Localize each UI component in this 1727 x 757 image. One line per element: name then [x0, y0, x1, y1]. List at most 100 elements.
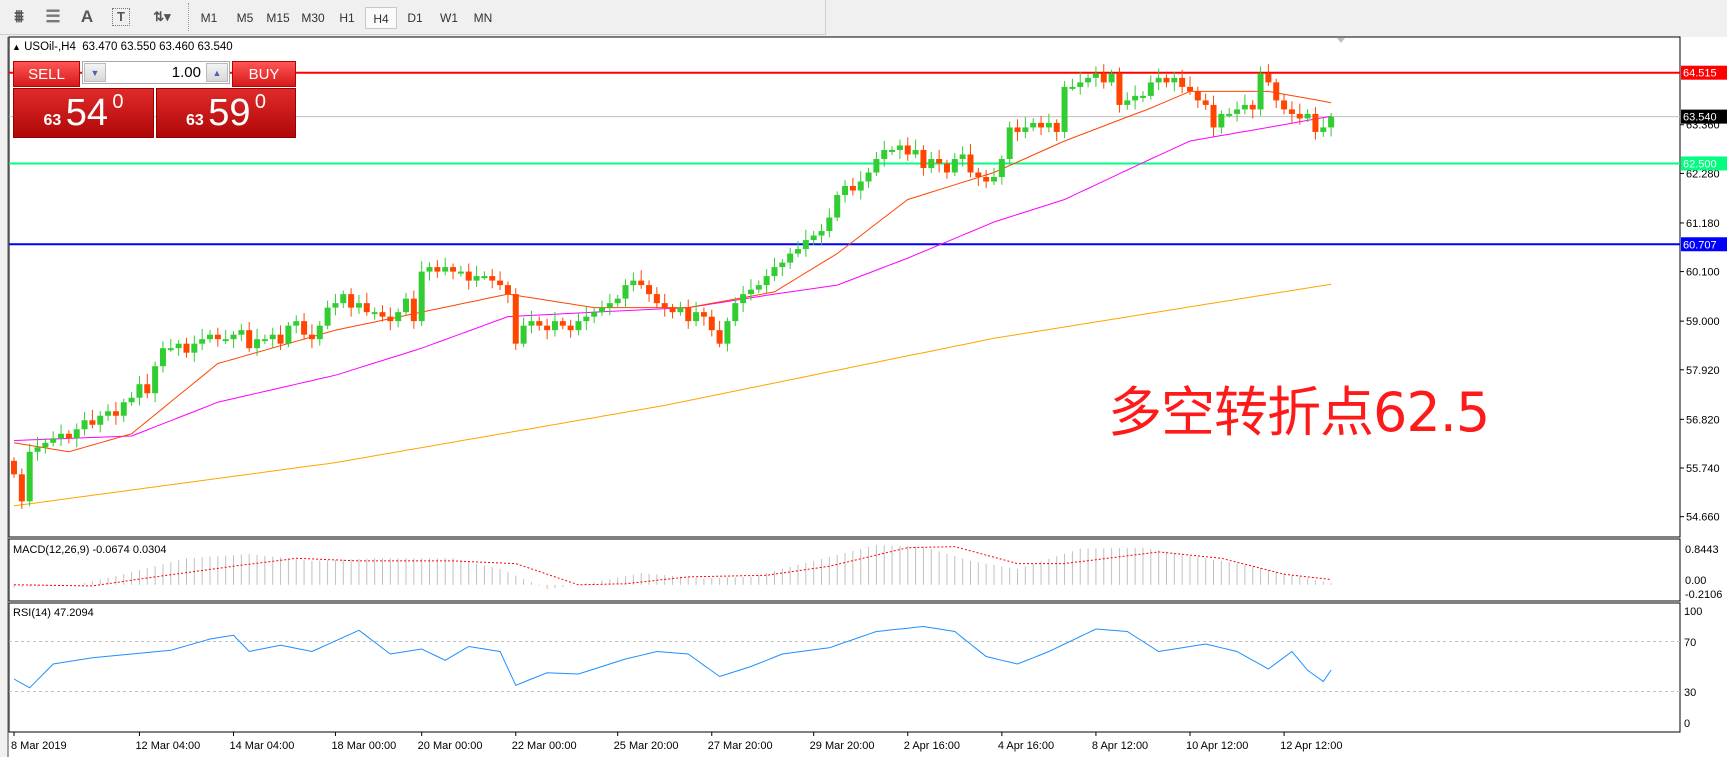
lot-size-stepper[interactable]: ▼ 1.00 ▲ [82, 61, 230, 84]
candle [497, 271, 504, 291]
candle [795, 240, 801, 258]
text-label-icon[interactable]: A [80, 7, 94, 26]
candle-body [1132, 95, 1139, 101]
time-tick-label: 4 Apr 16:00 [998, 740, 1054, 752]
timeframe-h1-button[interactable]: H1 [339, 11, 355, 25]
candle [614, 295, 621, 309]
sell-price-button[interactable]: 63 54 0 [13, 88, 154, 138]
timeframe-m15-button[interactable]: M15 [266, 11, 290, 25]
buy-button[interactable]: BUY [232, 61, 296, 87]
candle-body [355, 303, 362, 308]
candle [504, 281, 511, 304]
candle [559, 317, 566, 330]
high-value: 63.550 [120, 41, 156, 53]
candle-body [81, 420, 88, 430]
timeframe-d1-button[interactable]: D1 [407, 11, 423, 25]
time-tick-label: 8 Mar 2019 [11, 740, 67, 752]
timeframe-m30-button[interactable]: M30 [301, 11, 325, 25]
candle-body [363, 303, 370, 313]
fibonacci-expansion-icon[interactable]: ⩩ [14, 7, 24, 26]
candle [1085, 73, 1092, 88]
lot-size-input[interactable]: 1.00 [171, 64, 201, 81]
candle-body [1312, 113, 1319, 132]
candle-body [865, 172, 872, 182]
horizontal-line-price-label: 64.515 [1683, 68, 1717, 80]
candle-body [340, 294, 347, 304]
candle [238, 324, 245, 341]
candle-body [755, 285, 762, 290]
candle-body [536, 321, 543, 326]
sell-button[interactable]: SELL [13, 61, 80, 87]
candle-body [896, 145, 903, 150]
candle [1257, 66, 1264, 116]
candle [457, 265, 464, 277]
close-value: 63.540 [197, 41, 233, 53]
time-tick-label: 2 Apr 16:00 [904, 740, 960, 752]
candle [1281, 94, 1288, 115]
candle-body [1100, 73, 1107, 83]
candle [371, 307, 378, 320]
price-tick-label: 60.100 [1686, 267, 1720, 279]
sell-price-main: 54 [65, 92, 108, 134]
candle-body [238, 330, 245, 335]
candle [316, 320, 323, 346]
candle [73, 423, 80, 448]
candle [732, 297, 739, 327]
price-tick-label: 54.660 [1686, 512, 1720, 524]
candle-body [269, 334, 276, 340]
candle-body [159, 348, 166, 367]
candle [747, 279, 754, 301]
candle-body [512, 294, 519, 344]
candle [630, 272, 637, 292]
price-tick-label: 61.180 [1686, 218, 1720, 230]
candle [1069, 78, 1076, 91]
candle-body [167, 348, 174, 351]
candle [465, 263, 472, 290]
lot-increase-icon[interactable]: ▲ [206, 63, 228, 82]
candle [340, 290, 347, 309]
candle [473, 265, 480, 287]
candle [128, 391, 135, 406]
candle [434, 260, 441, 278]
collapse-triangle-icon[interactable]: ▲ [12, 42, 21, 52]
arrows-dropdown-icon[interactable]: ⇅▾ [153, 9, 171, 24]
lot-decrease-icon[interactable]: ▼ [84, 63, 106, 82]
candle [889, 146, 896, 155]
candle [183, 337, 190, 358]
buy-price-button[interactable]: 63 59 0 [156, 88, 296, 138]
candle [544, 318, 551, 340]
text-box-icon[interactable]: T [112, 8, 130, 26]
candle-body [983, 176, 990, 182]
candle [881, 140, 888, 167]
candle-body [599, 307, 605, 313]
candle-body [1006, 127, 1013, 159]
candle [1171, 72, 1178, 92]
candle [951, 153, 958, 177]
candle [1226, 108, 1233, 118]
timeframe-m1-button[interactable]: M1 [200, 11, 218, 25]
timeframe-h4-button[interactable]: H4 [365, 7, 397, 29]
candle-body [677, 307, 684, 313]
candle-body [324, 307, 331, 326]
timeframe-w1-button[interactable]: W1 [440, 11, 458, 25]
candle [152, 361, 159, 403]
candle [583, 306, 590, 331]
macd-tick-label: 0.00 [1685, 575, 1706, 587]
candle-body [795, 249, 801, 254]
candle [638, 270, 645, 289]
candle-body [881, 149, 888, 159]
candle-body [128, 397, 135, 403]
candle [418, 261, 425, 327]
moving-average-slow [13, 283, 1332, 507]
candle [520, 317, 527, 348]
fibonacci-fan-icon[interactable]: ☰ [45, 7, 61, 26]
timeframe-mn-button[interactable]: MN [473, 11, 493, 25]
timeframe-m5-button[interactable]: M5 [236, 11, 254, 25]
buy-price-prefix: 63 [185, 112, 204, 129]
candle [959, 146, 966, 167]
low-value: 63.460 [159, 41, 195, 53]
buy-price-fraction: 0 [254, 91, 267, 113]
candle [1139, 91, 1146, 103]
candle [1038, 115, 1045, 136]
candle-body [551, 321, 558, 331]
